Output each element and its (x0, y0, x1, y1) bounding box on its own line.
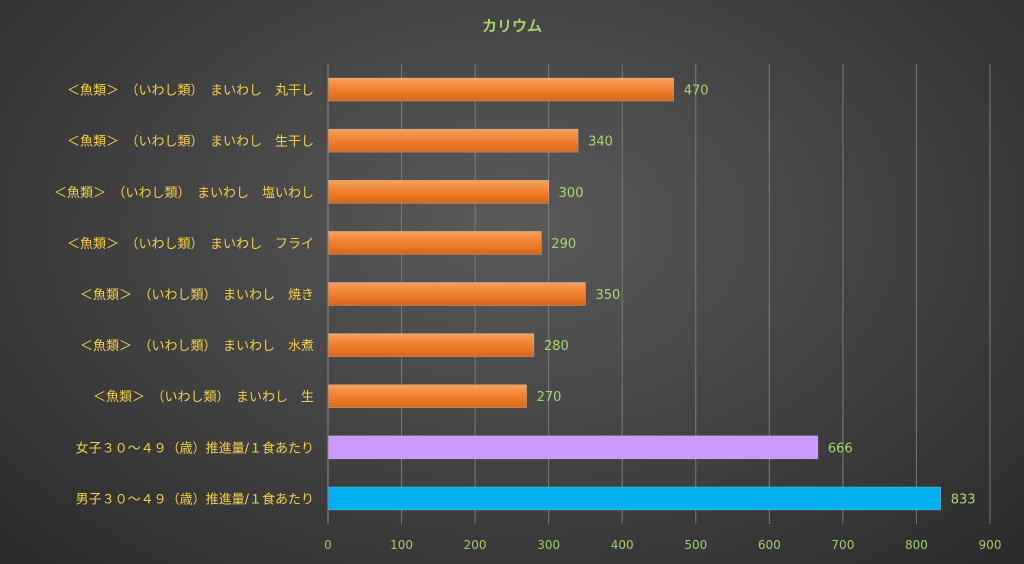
data-label: 833 (951, 492, 976, 507)
x-tick-label: 800 (905, 538, 928, 552)
category-label: ＜魚類＞ （いわし類） まいわし 焼き (80, 288, 314, 303)
bar (327, 128, 579, 153)
x-tick-label: 700 (831, 538, 854, 552)
x-tick-label: 100 (390, 538, 413, 552)
category-label: ＜魚類＞ （いわし類） まいわし 水煮 (80, 339, 314, 354)
bar (327, 333, 535, 357)
data-label: 340 (588, 135, 613, 150)
bar (327, 179, 549, 204)
category-label: ＜魚類＞ （いわし類） まいわし 塩いわし (54, 186, 314, 201)
category-labels: ＜魚類＞ （いわし類） まいわし 丸干し ＜魚類＞ （いわし類） まいわし 生干し… (54, 84, 314, 508)
data-label: 280 (544, 339, 569, 354)
category-label: ＜魚類＞ （いわし類） まいわし フライ (67, 237, 314, 252)
x-tick-label: 900 (979, 538, 1002, 552)
bar (327, 77, 675, 102)
bars: 470 340 300 290 350 280 270 666 833 (327, 77, 976, 511)
category-label: ＜魚類＞ （いわし類） まいわし 生 (93, 390, 314, 405)
bar (327, 486, 942, 511)
category-label: 女子３０～４９（歳）推進量/１食あたり (76, 440, 314, 456)
data-label: 290 (551, 237, 576, 252)
x-tick-label: 500 (684, 538, 707, 552)
bar (327, 384, 527, 409)
data-label: 300 (559, 186, 584, 201)
chart-title: カリウム (482, 17, 542, 35)
x-tick-label: 0 (324, 538, 332, 552)
x-tick-label: 400 (611, 538, 634, 552)
bar (327, 231, 542, 255)
x-axis-tick-labels: 0 100 200 300 400 500 600 700 800 900 (324, 538, 1001, 552)
bar (327, 282, 586, 306)
data-label: 270 (537, 390, 562, 405)
category-label: ＜魚類＞ （いわし類） まいわし 生干し (67, 135, 314, 150)
data-label: 666 (828, 441, 853, 456)
category-label: 男子３０～４９（歳）推進量/１食あたり (76, 491, 314, 507)
x-tick-label: 200 (464, 538, 487, 552)
category-label: ＜魚類＞ （いわし類） まいわし 丸干し (67, 84, 314, 99)
x-tick-label: 300 (537, 538, 560, 552)
bar (327, 435, 819, 460)
x-tick-label: 600 (758, 538, 781, 552)
data-label: 350 (595, 288, 620, 303)
data-label: 470 (684, 84, 709, 99)
